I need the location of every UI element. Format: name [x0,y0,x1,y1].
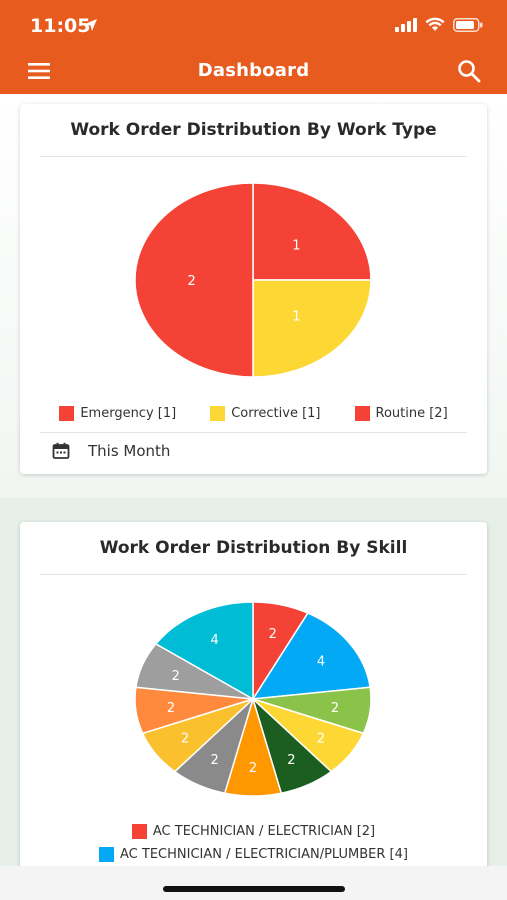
work-type-slice[interactable] [252,279,372,378]
skill-data-label: 4 [317,654,325,669]
skill-data-label: 2 [331,701,339,716]
skill-slice[interactable] [154,601,254,701]
card-divider [40,574,467,575]
legend-label: AC TECHNICIAN / ELECTRICIAN [2] [152,824,376,839]
calendar-icon [52,442,70,459]
legend-swatch [131,824,147,839]
legend-item-corrective[interactable]: Corrective [1] [210,406,321,421]
legend-item-ac-technician-electrician[interactable]: AC TECHNICIAN / ELECTRICIAN [2] [20,824,487,839]
work-type-slice[interactable] [134,182,254,378]
legend-swatch [210,406,226,421]
skill-data-label: 2 [249,761,257,776]
skill-data-label: 4 [210,633,218,648]
work-type-card: Work Order Distribution By Work Type 1 1 2… [20,104,487,474]
battery-icon [453,17,483,32]
legend-swatch [354,406,370,421]
card-title-skill: Work Order Distribution By Skill [99,538,408,558]
period-selector[interactable]: This Month [52,442,170,460]
work-type-legend: Emergency [1] Corrective [1] Routine [2] [20,406,487,421]
work-type-data-label: 1 [292,238,300,253]
legend-label: AC TECHNICIAN / ELECTRICIAN/PLUMBER [4] [120,847,408,862]
skill-pie-chart: 2 4 2 2 2 2 2 2 2 2 4 [134,601,372,797]
skill-data-label: 2 [181,732,189,747]
legend-item-routine[interactable]: Routine [2] [354,406,448,421]
skill-data-label: 2 [210,753,218,768]
skill-data-label: 2 [287,753,295,768]
skill-slice[interactable] [251,612,371,700]
location-arrow-icon [85,19,97,31]
status-time: 11:05 [30,15,91,37]
app-header: 11:05 Dashboard [0,0,507,94]
legend-swatch [99,847,115,862]
skill-legend: AC TECHNICIAN / ELECTRICIAN [2] AC TECHN… [20,824,487,870]
work-type-data-label: 2 [187,274,195,289]
legend-item-emergency[interactable]: Emergency [1] [59,406,176,421]
work-type-data-label: 1 [292,310,300,325]
bottom-bar [0,866,507,900]
skill-data-label: 2 [317,732,325,747]
work-type-slice[interactable] [252,182,372,281]
legend-item-ac-technician-electrician-plumber[interactable]: AC TECHNICIAN / ELECTRICIAN/PLUMBER [4] [20,847,487,862]
legend-label: Emergency [1] [80,406,177,421]
period-label: This Month [88,442,171,460]
legend-label: Routine [2] [375,406,448,421]
skill-data-label: 2 [167,701,175,716]
skill-data-label: 2 [172,669,180,684]
legend-swatch [59,406,75,421]
signal-icon [395,17,417,32]
card-title-work-type: Work Order Distribution By Work Type [70,120,437,140]
skill-data-label: 2 [269,627,277,642]
menu-icon[interactable] [24,59,56,83]
legend-label: Corrective [1] [231,406,321,421]
status-indicators [395,17,483,32]
search-icon[interactable] [455,57,483,85]
wifi-icon [425,17,445,31]
home-indicator[interactable] [163,886,345,892]
work-type-pie-chart: 1 1 2 [134,182,372,378]
card-divider [40,156,467,157]
card-divider [40,432,467,433]
page-title: Dashboard [197,60,310,81]
